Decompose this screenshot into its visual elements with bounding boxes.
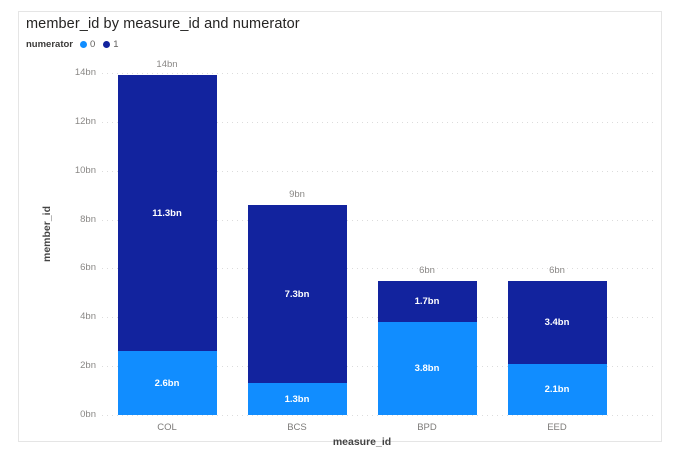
bar-segment-EED-numerator-0[interactable]: 2.1bn	[507, 363, 607, 415]
bar-segment-COL-numerator-1[interactable]: 11.3bn	[117, 75, 217, 352]
x-category-label-BPD: BPD	[417, 422, 437, 433]
data-label: 1.3bn	[284, 393, 310, 405]
data-label: 2.6bn	[154, 377, 180, 389]
gridline-10bn	[102, 170, 656, 172]
y-tick-label: 10bn	[74, 164, 96, 176]
bar-segment-BPD-numerator-1[interactable]: 1.7bn	[377, 280, 477, 323]
legend-dot-icon	[103, 41, 111, 48]
total-label-BCS: 9bn	[289, 188, 305, 200]
data-label: 11.3bn	[152, 207, 182, 219]
legend-item-label: 0	[89, 39, 96, 50]
gridline-6bn	[102, 268, 656, 270]
total-label-BPD: 6bn	[419, 264, 435, 276]
legend-item-label: 1	[113, 39, 119, 50]
y-tick-label: 12bn	[74, 115, 96, 127]
y-tick-label: 6bn	[80, 262, 96, 274]
x-category-label-EED: EED	[547, 422, 567, 433]
bar-segment-BCS-numerator-1[interactable]: 7.3bn	[247, 204, 347, 384]
data-label: 2.1bn	[544, 383, 570, 395]
legend-title: numerator	[26, 39, 73, 50]
data-label: 1.7bn	[414, 295, 440, 307]
bar-segment-BCS-numerator-0[interactable]: 1.3bn	[247, 383, 347, 415]
gridline-8bn	[102, 219, 656, 221]
y-axis-title: member_id	[41, 205, 53, 263]
y-tick-label: 14bn	[74, 67, 96, 78]
legend-dot-icon	[79, 41, 87, 48]
legend-item-1[interactable]: 1	[103, 39, 119, 50]
data-label: 7.3bn	[284, 288, 310, 300]
bar-segment-EED-numerator-1[interactable]: 3.4bn	[507, 280, 607, 364]
chart-title: member_id by measure_id and numerator	[26, 16, 300, 32]
x-axis-title: measure_id	[332, 436, 392, 448]
plot-area: 0bn 2bn 4bn 6bn 8bn 10bn 12bn 14bn 2.6bn 11.3bn 14…	[75, 59, 656, 433]
gridline-14bn	[102, 73, 656, 74]
gridline-12bn	[102, 121, 656, 123]
gridline-0bn	[102, 415, 656, 416]
legend-item-0[interactable]: 0	[79, 39, 96, 50]
y-tick-label: 2bn	[80, 360, 96, 372]
chart-card: member_id by measure_id and numerator nu…	[18, 11, 662, 448]
x-category-label-BCS: BCS	[287, 422, 307, 433]
data-label: 3.8bn	[414, 363, 440, 375]
bar-segment-COL-numerator-0[interactable]: 2.6bn	[117, 351, 217, 415]
bar-segment-BPD-numerator-0[interactable]: 3.8bn	[377, 322, 477, 415]
total-label-COL: 14bn	[156, 59, 178, 71]
y-tick-label: 8bn	[80, 213, 96, 225]
y-tick-label: 0bn	[80, 409, 96, 420]
total-label-EED: 6bn	[549, 264, 565, 276]
y-tick-label: 4bn	[80, 311, 96, 323]
x-category-label-COL: COL	[157, 422, 177, 433]
data-label: 3.4bn	[544, 316, 570, 328]
